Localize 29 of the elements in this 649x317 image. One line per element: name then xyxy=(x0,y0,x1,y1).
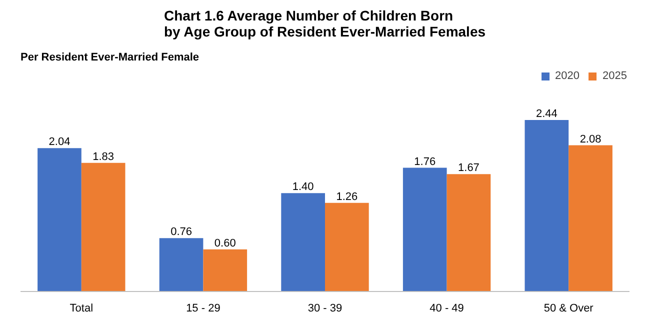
data-label: 0.76 xyxy=(170,226,192,238)
bar xyxy=(281,193,325,292)
data-label: 2.04 xyxy=(48,136,70,148)
data-label: 1.40 xyxy=(292,181,314,194)
data-label: 1.26 xyxy=(336,190,358,203)
bar xyxy=(203,249,248,292)
data-label: 2.44 xyxy=(536,108,558,120)
bar xyxy=(446,174,491,292)
bar xyxy=(325,202,369,292)
data-label: 0.60 xyxy=(214,237,236,250)
data-label: 1.67 xyxy=(458,162,480,174)
chart-title: Chart 1.6 Average Number of Children Born by Age Group of Resident Ever-Married Females xyxy=(164,8,486,40)
bar xyxy=(38,148,82,292)
data-label: 1.76 xyxy=(414,156,436,168)
bar xyxy=(81,162,126,292)
data-label: 2.08 xyxy=(580,133,602,146)
legend-label: 2025 xyxy=(602,70,627,82)
x-tick-label: 30 - 39 xyxy=(308,302,342,314)
legend-label: 2020 xyxy=(555,70,580,82)
bar xyxy=(524,120,569,292)
bar xyxy=(568,145,612,292)
x-tick-label: 15 - 29 xyxy=(186,302,220,314)
data-label: 1.83 xyxy=(92,150,114,163)
x-tick-label: Total xyxy=(70,302,94,314)
x-tick-label: 40 - 49 xyxy=(430,302,464,314)
x-tick-label: 50 & Over xyxy=(544,302,594,314)
bar xyxy=(402,168,447,292)
text: Per Resident Ever-Married Female xyxy=(20,52,200,64)
bar xyxy=(159,238,204,292)
